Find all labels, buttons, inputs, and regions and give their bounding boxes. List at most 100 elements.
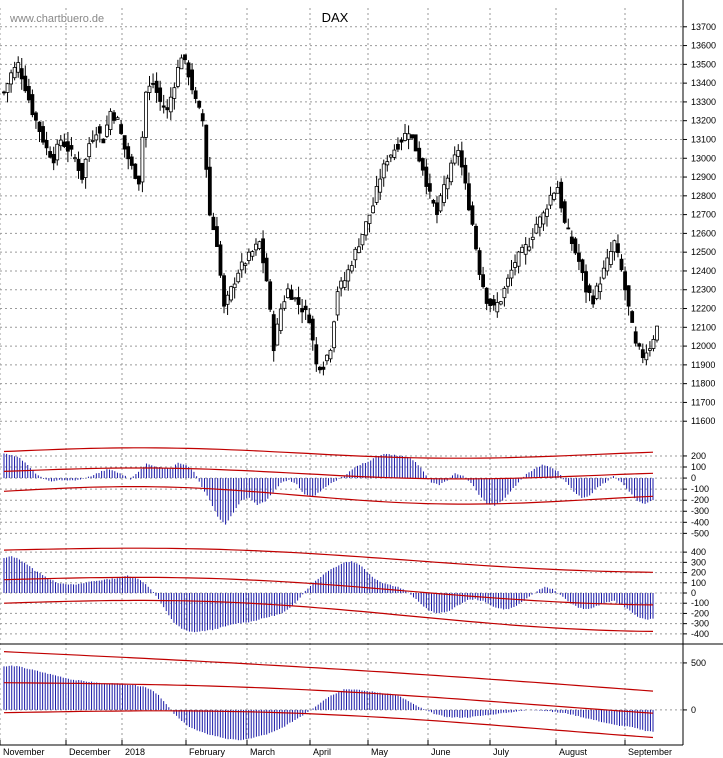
chart-title: DAX bbox=[322, 10, 349, 25]
candle-up bbox=[73, 157, 77, 160]
osc-band-line bbox=[3, 651, 654, 692]
candle-up bbox=[342, 280, 347, 288]
candle-down bbox=[431, 199, 436, 204]
price-tick-label: 11600 bbox=[691, 416, 715, 426]
candle-up bbox=[328, 349, 333, 360]
candle-down bbox=[420, 158, 425, 171]
candle-down bbox=[477, 250, 482, 275]
price-tick-label: 13000 bbox=[691, 153, 716, 163]
candle-down bbox=[19, 68, 24, 80]
candle-down bbox=[399, 139, 404, 143]
candle-up bbox=[506, 277, 510, 287]
candle-up bbox=[655, 325, 659, 341]
candle-down bbox=[424, 166, 429, 187]
candle-down bbox=[271, 314, 276, 352]
candle-down bbox=[48, 151, 53, 158]
candle-down bbox=[264, 257, 269, 282]
price-tick-label: 13100 bbox=[691, 134, 716, 144]
candle-up bbox=[5, 83, 10, 93]
osc-band-line bbox=[3, 486, 654, 505]
candle-up bbox=[16, 62, 21, 73]
candle-down bbox=[133, 163, 138, 179]
candle-down bbox=[303, 305, 308, 311]
candle-up bbox=[360, 234, 365, 246]
osc-tick-label: -100 bbox=[691, 598, 709, 608]
candle-down bbox=[569, 236, 574, 245]
candle-up bbox=[282, 301, 287, 309]
osc-tick-label: -100 bbox=[691, 484, 709, 494]
price-tick-label: 12200 bbox=[691, 304, 716, 314]
candle-up bbox=[495, 302, 500, 313]
osc-tick-label: -400 bbox=[691, 517, 709, 527]
osc-tick-label: 0 bbox=[691, 705, 696, 715]
osc-tick-label: 400 bbox=[691, 547, 706, 557]
osc-tick-label: -500 bbox=[691, 528, 709, 538]
price-tick-label: 11700 bbox=[691, 397, 715, 407]
price-series bbox=[2, 54, 659, 376]
candle-down bbox=[37, 121, 42, 132]
candle-down bbox=[200, 113, 205, 122]
price-tick-label: 12700 bbox=[691, 210, 716, 220]
candle-down bbox=[584, 271, 588, 293]
candle-up bbox=[498, 301, 503, 305]
candle-down bbox=[80, 162, 84, 180]
candle-down bbox=[616, 243, 620, 253]
watermark-text: www.chartbuero.de bbox=[9, 13, 104, 25]
candle-down bbox=[435, 202, 439, 215]
candle-up bbox=[367, 214, 372, 224]
candle-up bbox=[651, 338, 656, 349]
candle-down bbox=[112, 112, 116, 121]
oscillator-2-series bbox=[3, 547, 654, 633]
candle-down bbox=[215, 226, 219, 247]
candle-up bbox=[349, 265, 354, 272]
candle-down bbox=[463, 164, 468, 184]
oscillator-1-series bbox=[3, 447, 654, 525]
month-label: July bbox=[493, 747, 510, 757]
osc-tick-label: 100 bbox=[691, 462, 706, 472]
candle-up bbox=[381, 163, 386, 179]
candle-down bbox=[470, 205, 475, 225]
price-tick-label: 12900 bbox=[691, 172, 716, 182]
candle-up bbox=[537, 216, 542, 228]
candle-down bbox=[580, 259, 585, 274]
candle-up bbox=[364, 221, 368, 236]
candle-down bbox=[417, 147, 422, 162]
candle-up bbox=[12, 67, 17, 79]
candle-down bbox=[101, 138, 106, 144]
candle-down bbox=[129, 156, 134, 166]
candle-down bbox=[289, 289, 294, 300]
candle-down bbox=[30, 94, 35, 116]
candle-up bbox=[257, 241, 262, 249]
candle-up bbox=[275, 323, 280, 346]
candle-up bbox=[250, 251, 255, 257]
candle-up bbox=[325, 354, 329, 362]
candle-down bbox=[630, 311, 635, 323]
osc-tick-label: 300 bbox=[691, 557, 706, 567]
osc-tick-label: 500 bbox=[691, 658, 706, 668]
osc-tick-label: -200 bbox=[691, 608, 709, 618]
candle-up bbox=[225, 294, 230, 305]
price-tick-label: 13400 bbox=[691, 78, 716, 88]
osc-tick-label: -300 bbox=[691, 506, 709, 516]
candle-up bbox=[58, 139, 63, 147]
candle-down bbox=[222, 275, 226, 307]
osc-tick-label: 0 bbox=[691, 588, 696, 598]
candle-up bbox=[516, 251, 521, 267]
candle-down bbox=[474, 225, 478, 250]
candle-down bbox=[300, 308, 305, 313]
price-tick-label: 13700 bbox=[691, 22, 716, 32]
osc-band-line bbox=[3, 467, 654, 480]
candle-down bbox=[396, 143, 400, 150]
candle-down bbox=[491, 299, 496, 306]
candle-down bbox=[2, 91, 6, 94]
candle-up bbox=[406, 133, 411, 140]
candle-down bbox=[481, 274, 486, 288]
candle-down bbox=[44, 140, 49, 149]
month-label: May bbox=[371, 747, 389, 757]
candle-up bbox=[286, 288, 290, 299]
candle-up bbox=[353, 248, 358, 261]
osc-tick-label: -300 bbox=[691, 619, 709, 629]
candle-down bbox=[619, 258, 624, 271]
candle-up bbox=[523, 244, 528, 255]
osc-band-line bbox=[3, 547, 654, 573]
